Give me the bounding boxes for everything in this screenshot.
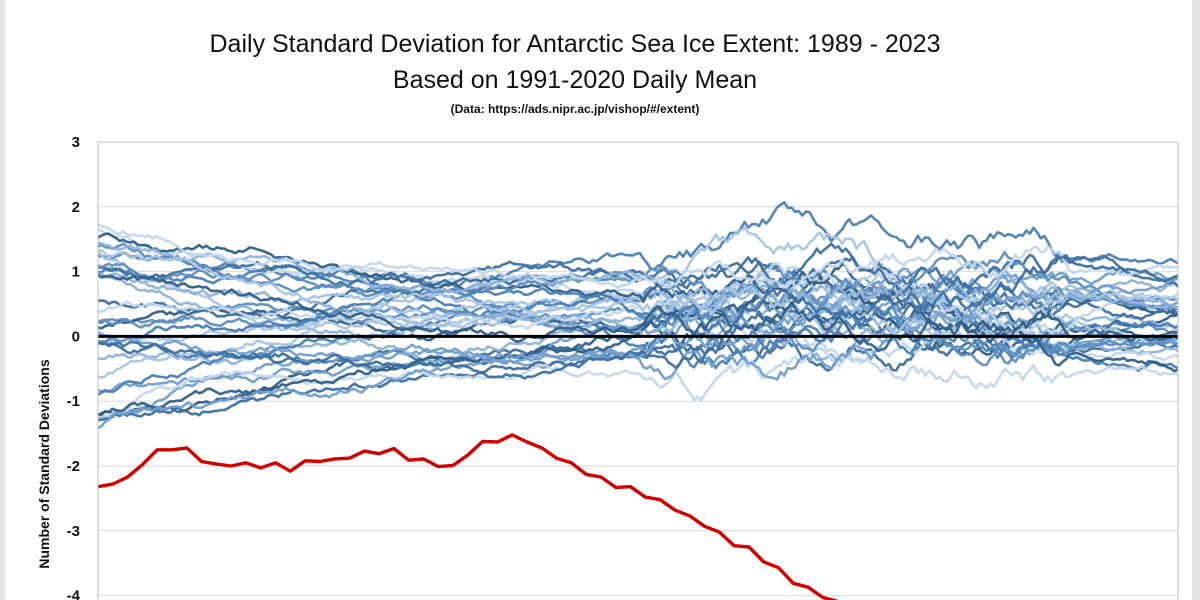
year-series-line [97,270,1179,379]
y-tick-label: 0 [72,328,80,345]
y-tick-labels: 3 2 1 0 -1 -2 -3 -4 [67,134,81,600]
year-series-line [97,276,1179,381]
year-series-line [97,261,1179,336]
year-series-line [97,242,1179,294]
y-tick-label: 2 [72,199,80,216]
year-series-line [97,300,1179,430]
series-layer [97,201,1179,430]
chart-title: Daily Standard Deviation for Antarctic S… [209,30,941,58]
series-2023-line [97,433,839,600]
y-tick-label: -1 [67,393,80,410]
year-series-line [97,241,1179,311]
year-series-line [97,232,1179,373]
right-frame-border [1192,0,1200,600]
year-series-line [97,277,1179,416]
highlight-series-layer [97,433,839,600]
chart-source-note: (Data: https://ads.nipr.ac.jp/vishop/#/e… [450,102,700,116]
chart-subtitle: Based on 1991-2020 Daily Mean [392,66,758,94]
y-tick-label: 1 [72,264,80,281]
year-series-line [97,253,1179,380]
y-tick-label: 3 [72,134,80,151]
axis-layer [97,141,1179,600]
year-series-line [97,347,1179,419]
y-tick-label: -2 [67,458,80,475]
year-series-line [97,273,1179,353]
left-frame-border [0,0,5,600]
y-tick-label: -4 [67,588,81,600]
y-tick-label: -3 [67,523,80,540]
year-series-line [97,201,1179,288]
year-series-line [97,242,1179,358]
year-series-line [97,223,1179,290]
